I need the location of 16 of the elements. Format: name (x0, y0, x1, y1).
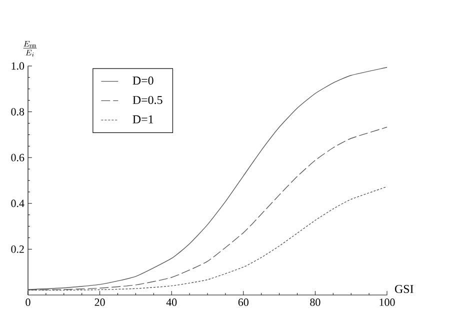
legend-label: D=1 (132, 115, 154, 124)
x-tick-label: 60 (238, 298, 248, 306)
y-tick-label: 0.4 (11, 200, 24, 208)
x-axis-title: GSI (394, 285, 414, 294)
y-tick-label: 0.8 (11, 108, 24, 116)
y-tick-label: 0.6 (11, 154, 24, 162)
y-axis-title: $\frac{E_{\mathrm{rm}}}{E_{i}}$ (23, 41, 37, 57)
x-tick-label: 0 (26, 298, 30, 306)
y-tick-label: 1.0 (12, 62, 24, 70)
legend-label: D=0 (132, 76, 154, 85)
x-tick-label: 20 (94, 298, 105, 306)
legend-label: D=0.5 (132, 96, 162, 104)
x-tick-label: 80 (310, 298, 320, 306)
y-tick-label: 0.2 (11, 245, 24, 253)
x-tick-label: 100 (380, 298, 395, 306)
x-tick-label: 40 (166, 298, 177, 306)
